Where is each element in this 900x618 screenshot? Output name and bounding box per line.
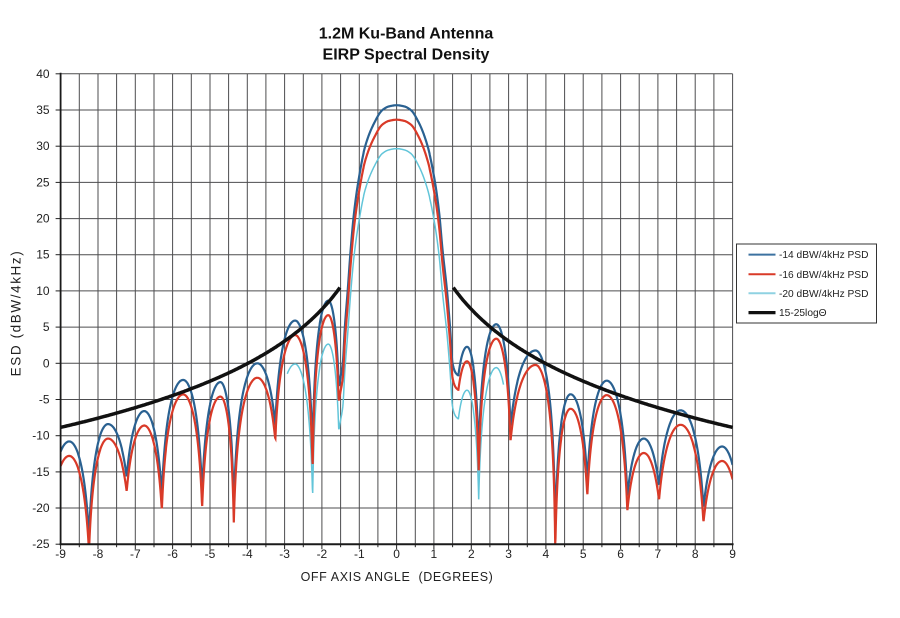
svg-text:0: 0 — [393, 547, 400, 561]
svg-text:-15: -15 — [32, 465, 50, 479]
svg-text:35: 35 — [36, 103, 50, 117]
svg-text:40: 40 — [36, 67, 50, 81]
svg-text:30: 30 — [36, 139, 50, 153]
svg-text:10: 10 — [36, 284, 50, 298]
svg-text:20: 20 — [36, 212, 50, 226]
svg-text:-25: -25 — [32, 537, 50, 551]
svg-text:6: 6 — [617, 547, 624, 561]
svg-text:2: 2 — [468, 547, 475, 561]
svg-text:25: 25 — [36, 175, 50, 189]
svg-text:1.2M Ku-Band Antenna: 1.2M Ku-Band Antenna — [319, 26, 494, 43]
svg-text:-4: -4 — [242, 547, 253, 561]
svg-text:-16 dBW/4kHz PSD: -16 dBW/4kHz PSD — [779, 270, 868, 281]
svg-text:-1: -1 — [354, 547, 365, 561]
svg-text:-14 dBW/4kHz PSD: -14 dBW/4kHz PSD — [779, 250, 868, 261]
svg-text:0: 0 — [43, 356, 50, 370]
svg-text:ESD (dBW/4kHz): ESD (dBW/4kHz) — [9, 250, 24, 377]
svg-text:5: 5 — [580, 547, 587, 561]
svg-text:8: 8 — [692, 547, 699, 561]
svg-text:EIRP Spectral Density: EIRP Spectral Density — [323, 47, 490, 64]
svg-text:-6: -6 — [167, 547, 178, 561]
svg-text:7: 7 — [655, 547, 662, 561]
svg-text:5: 5 — [43, 320, 50, 334]
svg-text:-10: -10 — [32, 429, 50, 443]
svg-text:15: 15 — [36, 248, 50, 262]
svg-text:-2: -2 — [317, 547, 328, 561]
svg-text:-9: -9 — [55, 547, 66, 561]
svg-text:-3: -3 — [279, 547, 290, 561]
svg-text:-7: -7 — [130, 547, 141, 561]
svg-text:15-25logΘ: 15-25logΘ — [779, 308, 827, 319]
svg-text:-5: -5 — [39, 393, 50, 407]
svg-text:3: 3 — [505, 547, 512, 561]
svg-text:-20 dBW/4kHz PSD: -20 dBW/4kHz PSD — [779, 289, 868, 300]
svg-text:4: 4 — [543, 547, 550, 561]
svg-text:OFF AXIS ANGLE (DEGREES): OFF AXIS ANGLE (DEGREES) — [301, 570, 494, 584]
svg-text:-5: -5 — [205, 547, 216, 561]
svg-text:9: 9 — [729, 547, 736, 561]
svg-text:1: 1 — [431, 547, 438, 561]
svg-text:-8: -8 — [93, 547, 104, 561]
svg-text:-20: -20 — [32, 501, 50, 515]
